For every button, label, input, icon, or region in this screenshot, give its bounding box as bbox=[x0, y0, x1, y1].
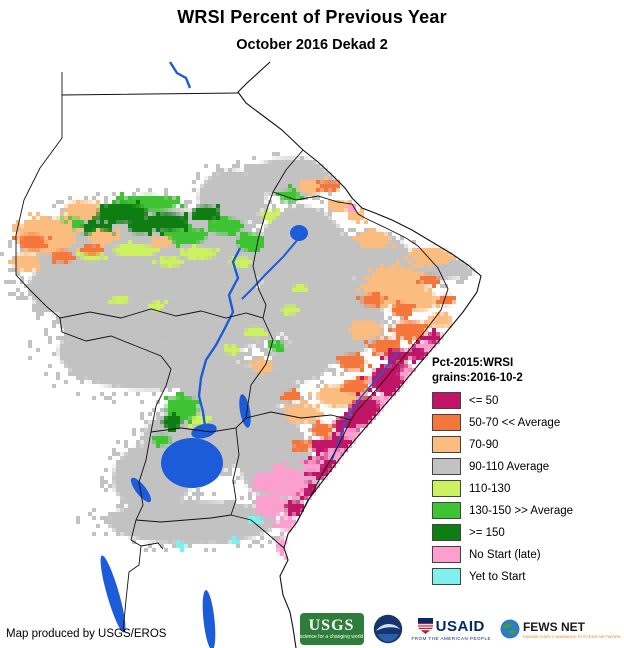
country-border bbox=[296, 419, 352, 523]
noaa-emblem-icon bbox=[373, 614, 402, 644]
lake-tana bbox=[290, 225, 308, 241]
lake-victoria bbox=[161, 438, 223, 488]
country-border bbox=[135, 431, 152, 521]
legend-swatch bbox=[432, 480, 461, 497]
country-border bbox=[59, 317, 172, 433]
usgs-tagline: science for a changing world bbox=[299, 633, 364, 640]
usaid-row: USAID bbox=[417, 617, 485, 635]
country-border bbox=[272, 191, 366, 219]
fewsnet-text: FEWS NET FAMINE EARLY WARNING SYSTEMS NE… bbox=[523, 620, 621, 639]
usaid-shield-icon bbox=[417, 618, 433, 634]
legend-title-line2: grains:2016-10-2 bbox=[432, 372, 523, 384]
page-title: WRSI Percent of Previous Year bbox=[177, 7, 447, 27]
country-border bbox=[245, 411, 352, 421]
usaid-wordmark: USAID bbox=[435, 617, 485, 635]
country-border bbox=[59, 308, 264, 319]
lake-albert bbox=[130, 477, 152, 503]
country-border bbox=[61, 72, 239, 96]
legend-item: No Start (late) bbox=[432, 546, 624, 563]
legend-label: 130-150 >> Average bbox=[469, 504, 574, 517]
country-border bbox=[15, 95, 63, 319]
legend-title-line1: Pct-2015:WRSI bbox=[432, 357, 514, 369]
fewsnet-wordmark: FEWS NET bbox=[522, 619, 585, 634]
legend-label: Yet to Start bbox=[469, 570, 526, 583]
legend-label: 110-130 bbox=[469, 482, 511, 495]
country-borders bbox=[15, 61, 482, 648]
usaid-tagline: FROM THE AMERICAN PEOPLE bbox=[411, 635, 491, 641]
lake-tanganyika bbox=[100, 555, 126, 633]
country-border bbox=[230, 427, 240, 516]
river-nile-sudan bbox=[197, 247, 242, 427]
legend-item: <= 50 bbox=[432, 392, 624, 409]
fewsnet-globe-icon bbox=[500, 619, 520, 639]
legend-label: >= 150 bbox=[469, 526, 505, 539]
usaid-logo: USAID FROM THE AMERICAN PEOPLE bbox=[412, 618, 491, 641]
legend-item: 70-90 bbox=[432, 436, 624, 453]
lake-turkana bbox=[239, 394, 251, 428]
lake-malawi bbox=[202, 590, 216, 648]
country-border bbox=[135, 514, 232, 523]
legend-item: 90-110 Average bbox=[432, 458, 624, 475]
legend-swatch bbox=[432, 436, 461, 453]
legend-swatch bbox=[432, 524, 461, 541]
logo-row: USGS science for a changing world US bbox=[299, 613, 621, 645]
country-border bbox=[122, 519, 142, 633]
country-border bbox=[350, 217, 449, 421]
page-subtitle: October 2016 Dekad 2 bbox=[236, 37, 388, 53]
usgs-logo: USGS science for a changing world bbox=[299, 613, 364, 645]
legend-label: No Start (late) bbox=[469, 548, 541, 561]
legend-swatch bbox=[432, 502, 461, 519]
river-nile-egypt bbox=[168, 61, 192, 89]
legend-swatch bbox=[432, 458, 461, 475]
legend-swatch bbox=[432, 392, 461, 409]
legend-label: 50-70 << Average bbox=[469, 416, 561, 429]
fewsnet-logo: FEWS NET FAMINE EARLY WARNING SYSTEMS NE… bbox=[500, 619, 621, 639]
country-border bbox=[140, 542, 164, 550]
legend: Pct-2015:WRSI grains:2016-10-2 <= 50 50-7… bbox=[430, 354, 624, 594]
country-border bbox=[230, 514, 285, 549]
legend-swatch bbox=[432, 414, 461, 431]
legend-swatch bbox=[432, 568, 461, 585]
legend-item: >= 150 bbox=[432, 524, 624, 541]
attribution: Map produced by USGS/EROS bbox=[6, 628, 167, 640]
legend-swatch bbox=[432, 546, 461, 563]
river-blue-nile bbox=[241, 237, 300, 300]
legend-item: 110-130 bbox=[432, 480, 624, 497]
country-border bbox=[252, 149, 304, 319]
legend-item: 50-70 << Average bbox=[432, 414, 624, 431]
noaa-logo bbox=[373, 614, 403, 644]
river-shabelle bbox=[331, 351, 399, 461]
legend-item: 130-150 >> Average bbox=[432, 502, 624, 519]
usgs-box: USGS science for a changing world bbox=[299, 613, 364, 645]
legend-label: 70-90 bbox=[469, 438, 499, 451]
legend-item: Yet to Start bbox=[432, 568, 624, 585]
legend-items: <= 50 50-70 << Average 70-90 90-110 Average… bbox=[432, 392, 624, 585]
country-border bbox=[150, 417, 247, 433]
legend-label: <= 50 bbox=[469, 394, 499, 407]
country-border bbox=[245, 317, 274, 419]
legend-label: 90-110 Average bbox=[469, 460, 550, 473]
fewsnet-tagline: FAMINE EARLY WARNING SYSTEMS NETWORK bbox=[522, 633, 621, 639]
usgs-wordmark: USGS bbox=[308, 616, 355, 634]
water-bodies bbox=[100, 61, 399, 648]
